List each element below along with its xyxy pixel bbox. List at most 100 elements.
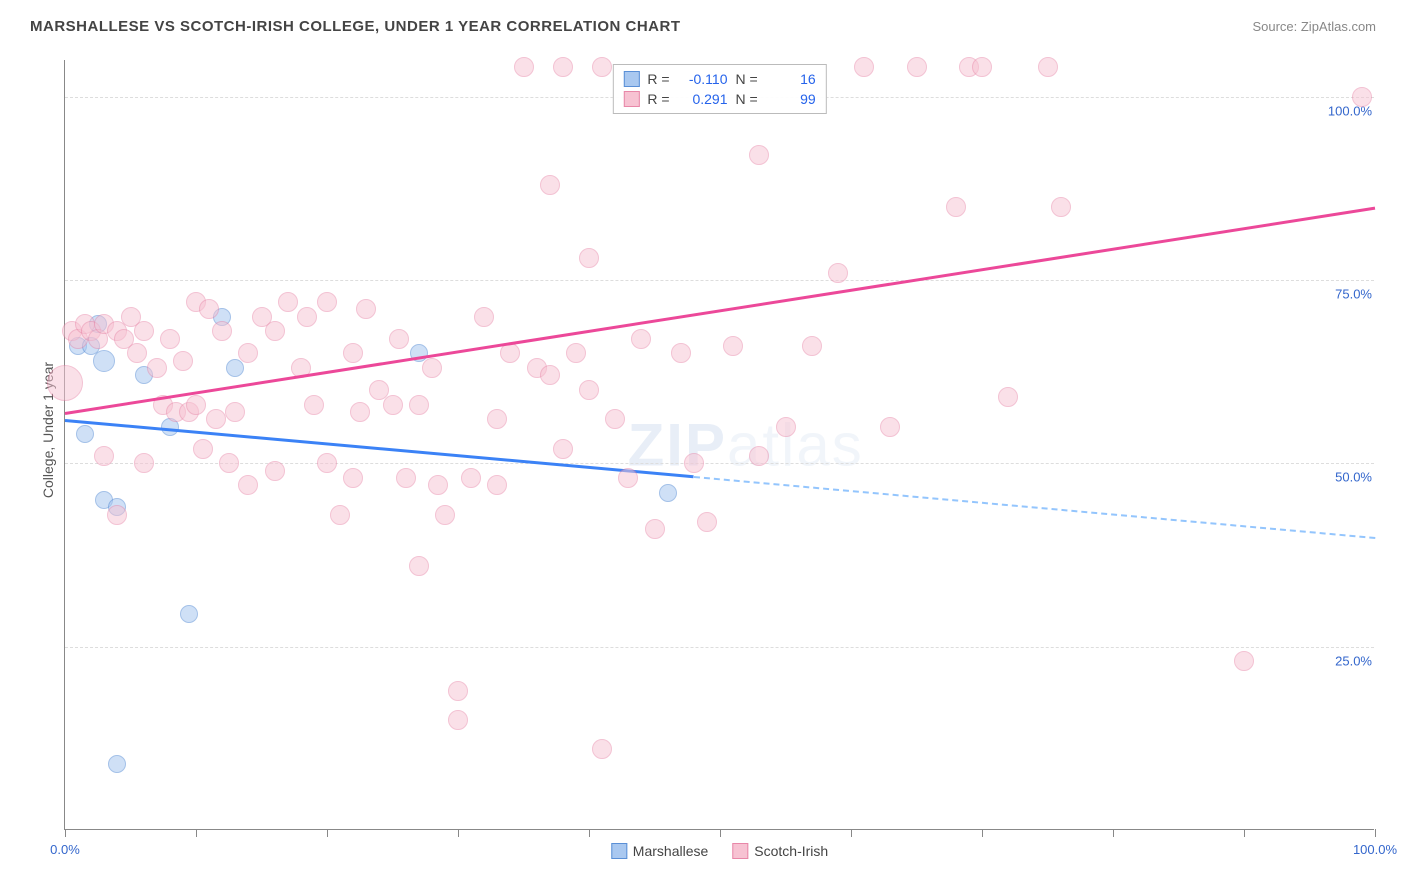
data-point (618, 468, 638, 488)
scatter-plot: ZIPatlas 25.0%50.0%75.0%100.0%0.0%100.0%… (64, 60, 1374, 830)
data-point (631, 329, 651, 349)
data-point (500, 343, 520, 363)
n-value: 16 (766, 71, 816, 87)
x-tick (458, 829, 459, 837)
data-point (723, 336, 743, 356)
data-point (972, 57, 992, 77)
stats-row: R =0.291N =99 (623, 89, 815, 109)
data-point (592, 57, 612, 77)
data-point (186, 395, 206, 415)
data-point (383, 395, 403, 415)
data-point (226, 359, 244, 377)
data-point (219, 453, 239, 473)
chart-title: MARSHALLESE VS SCOTCH-IRISH COLLEGE, UND… (30, 18, 680, 35)
data-point (605, 409, 625, 429)
legend-swatch (623, 71, 639, 87)
gridline (65, 463, 1374, 464)
x-tick (851, 829, 852, 837)
x-tick (1375, 829, 1376, 837)
x-tick (720, 829, 721, 837)
r-value: -0.110 (678, 71, 728, 87)
data-point (206, 409, 226, 429)
n-label: N = (736, 71, 758, 87)
data-point (389, 329, 409, 349)
data-point (448, 710, 468, 730)
data-point (566, 343, 586, 363)
data-point (396, 468, 416, 488)
data-point (94, 446, 114, 466)
data-point (659, 484, 677, 502)
legend-swatch (623, 91, 639, 107)
data-point (199, 299, 219, 319)
data-point (592, 739, 612, 759)
stats-box: R = -0.110 N = 16 R =0.291N =99 (612, 64, 826, 114)
n-label: N = (736, 91, 758, 107)
r-label: R = (647, 71, 669, 87)
data-point (514, 57, 534, 77)
data-point (76, 425, 94, 443)
data-point (134, 321, 154, 341)
legend-item: Scotch-Irish (732, 843, 828, 859)
chart-header: MARSHALLESE VS SCOTCH-IRISH COLLEGE, UND… (30, 18, 1376, 35)
data-point (671, 343, 691, 363)
data-point (998, 387, 1018, 407)
legend-swatch (611, 843, 627, 859)
x-tick (1113, 829, 1114, 837)
data-point (435, 505, 455, 525)
legend: Marshallese Scotch-Irish (611, 843, 828, 859)
data-point (134, 453, 154, 473)
data-point (343, 343, 363, 363)
data-point (579, 380, 599, 400)
data-point (553, 57, 573, 77)
data-point (946, 197, 966, 217)
data-point (461, 468, 481, 488)
data-point (107, 505, 127, 525)
legend-label: Scotch-Irish (754, 843, 828, 859)
y-tick-label: 25.0% (1331, 653, 1376, 668)
data-point (776, 417, 796, 437)
data-point (1234, 651, 1254, 671)
data-point (330, 505, 350, 525)
gridline (65, 280, 1374, 281)
data-point (749, 145, 769, 165)
data-point (880, 417, 900, 437)
data-point (1038, 57, 1058, 77)
data-point (238, 475, 258, 495)
data-point (540, 175, 560, 195)
data-point (297, 307, 317, 327)
data-point (422, 358, 442, 378)
y-tick-label: 75.0% (1331, 287, 1376, 302)
data-point (645, 519, 665, 539)
data-point (147, 358, 167, 378)
x-tick (982, 829, 983, 837)
r-label: R = (647, 91, 669, 107)
data-point (238, 343, 258, 363)
x-tick-label: 0.0% (50, 842, 80, 857)
x-tick (196, 829, 197, 837)
legend-label: Marshallese (633, 843, 708, 859)
legend-swatch (732, 843, 748, 859)
data-point (409, 395, 429, 415)
data-point (93, 350, 115, 372)
data-point (265, 321, 285, 341)
data-point (487, 409, 507, 429)
y-tick-label: 50.0% (1331, 470, 1376, 485)
data-point (854, 57, 874, 77)
x-tick (327, 829, 328, 837)
stats-row: R = -0.110 N = 16 (623, 69, 815, 89)
data-point (180, 605, 198, 623)
data-point (828, 263, 848, 283)
x-tick (65, 829, 66, 837)
data-point (697, 512, 717, 532)
x-tick (1244, 829, 1245, 837)
data-point (317, 453, 337, 473)
gridline (65, 647, 1374, 648)
data-point (749, 446, 769, 466)
data-point (448, 681, 468, 701)
x-tick (589, 829, 590, 837)
data-point (409, 556, 429, 576)
data-point (684, 453, 704, 473)
data-point (193, 439, 213, 459)
data-point (304, 395, 324, 415)
data-point (160, 329, 180, 349)
